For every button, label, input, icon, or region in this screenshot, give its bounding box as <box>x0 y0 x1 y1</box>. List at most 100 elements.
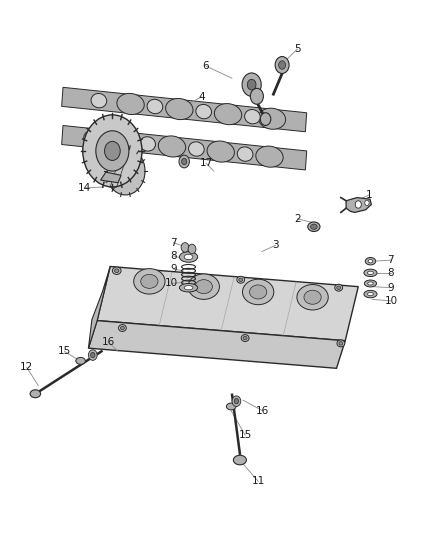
Circle shape <box>105 141 120 160</box>
Ellipse shape <box>166 99 193 119</box>
Circle shape <box>279 61 286 69</box>
Circle shape <box>91 352 95 358</box>
Ellipse shape <box>147 99 163 114</box>
Text: 16: 16 <box>101 337 115 347</box>
Ellipse shape <box>141 274 158 288</box>
Ellipse shape <box>84 131 99 145</box>
Ellipse shape <box>184 286 193 290</box>
Ellipse shape <box>184 254 193 260</box>
Text: 9: 9 <box>170 264 177 274</box>
Ellipse shape <box>335 284 343 291</box>
Circle shape <box>260 113 271 125</box>
Text: 8: 8 <box>388 268 394 278</box>
Circle shape <box>181 243 189 252</box>
Ellipse shape <box>368 282 373 285</box>
Circle shape <box>275 56 289 74</box>
Ellipse shape <box>368 260 373 263</box>
Text: 12: 12 <box>20 362 33 372</box>
Ellipse shape <box>196 104 212 119</box>
Ellipse shape <box>337 340 345 347</box>
Text: 7: 7 <box>388 255 394 265</box>
Polygon shape <box>88 266 110 348</box>
Ellipse shape <box>120 326 124 330</box>
Text: 7: 7 <box>170 238 177 248</box>
Ellipse shape <box>243 336 247 340</box>
Circle shape <box>365 200 369 206</box>
Ellipse shape <box>118 325 126 332</box>
Ellipse shape <box>339 342 343 345</box>
Circle shape <box>247 79 256 90</box>
Circle shape <box>242 73 261 96</box>
Text: 10: 10 <box>385 296 397 306</box>
Text: 11: 11 <box>251 477 265 486</box>
Text: 14: 14 <box>78 183 91 193</box>
Ellipse shape <box>243 279 274 305</box>
Ellipse shape <box>304 290 321 304</box>
Ellipse shape <box>250 285 267 299</box>
Ellipse shape <box>367 271 374 274</box>
Ellipse shape <box>367 293 374 296</box>
Ellipse shape <box>134 269 165 294</box>
Text: 13: 13 <box>97 126 110 136</box>
Circle shape <box>234 399 239 404</box>
Polygon shape <box>346 198 371 213</box>
Ellipse shape <box>91 93 107 108</box>
Ellipse shape <box>195 280 212 294</box>
Ellipse shape <box>207 141 234 162</box>
Ellipse shape <box>180 284 198 292</box>
Text: 2: 2 <box>294 214 300 224</box>
Ellipse shape <box>113 267 121 274</box>
Text: 5: 5 <box>294 44 300 54</box>
Ellipse shape <box>30 390 41 398</box>
Ellipse shape <box>237 147 253 161</box>
Ellipse shape <box>180 252 198 262</box>
Text: 8: 8 <box>170 251 177 261</box>
Text: 6: 6 <box>203 61 209 71</box>
Circle shape <box>182 158 187 165</box>
Ellipse shape <box>158 136 186 157</box>
Text: 3: 3 <box>272 240 279 251</box>
Circle shape <box>251 88 263 104</box>
Circle shape <box>88 350 97 360</box>
Ellipse shape <box>76 358 85 365</box>
Circle shape <box>188 244 196 254</box>
Polygon shape <box>97 266 358 341</box>
Ellipse shape <box>237 276 245 283</box>
Polygon shape <box>88 320 345 368</box>
Ellipse shape <box>241 335 249 342</box>
Polygon shape <box>62 125 307 170</box>
Ellipse shape <box>258 108 286 130</box>
Ellipse shape <box>115 269 119 272</box>
Ellipse shape <box>256 146 283 167</box>
Ellipse shape <box>214 103 242 125</box>
Ellipse shape <box>337 286 341 289</box>
Polygon shape <box>62 87 307 132</box>
Ellipse shape <box>244 109 260 124</box>
Text: 4: 4 <box>198 92 205 102</box>
Ellipse shape <box>239 278 243 281</box>
Ellipse shape <box>226 403 236 410</box>
Ellipse shape <box>297 285 328 310</box>
Ellipse shape <box>365 257 376 265</box>
Text: 10: 10 <box>165 278 178 288</box>
Ellipse shape <box>233 455 247 465</box>
Text: 1: 1 <box>366 190 372 200</box>
Ellipse shape <box>117 93 144 115</box>
Ellipse shape <box>188 142 204 156</box>
Circle shape <box>83 115 142 187</box>
Circle shape <box>232 396 241 407</box>
Circle shape <box>96 131 129 171</box>
Ellipse shape <box>364 269 377 277</box>
Ellipse shape <box>188 274 219 300</box>
Ellipse shape <box>308 222 320 231</box>
Text: 15: 15 <box>58 346 71 357</box>
Text: 9: 9 <box>388 282 394 293</box>
Text: 16: 16 <box>256 406 269 416</box>
Ellipse shape <box>311 224 317 229</box>
Circle shape <box>355 201 361 208</box>
Polygon shape <box>110 147 130 187</box>
Ellipse shape <box>140 137 155 151</box>
Circle shape <box>106 147 145 195</box>
Ellipse shape <box>364 280 377 287</box>
Ellipse shape <box>110 131 137 152</box>
